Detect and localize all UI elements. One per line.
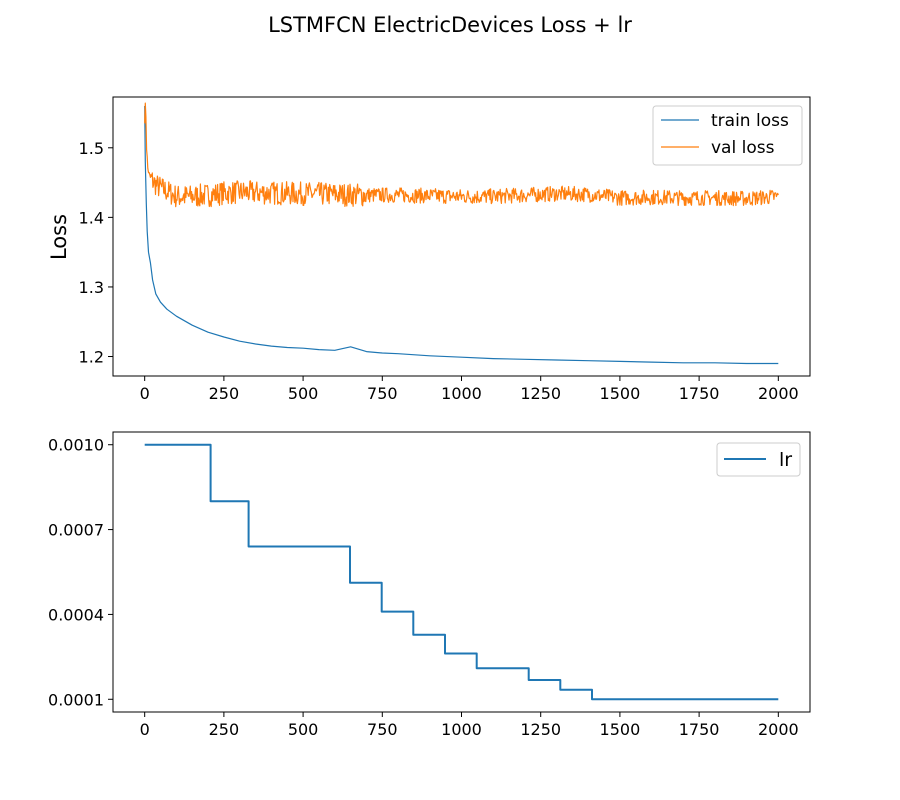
loss-legend-box [652, 105, 803, 166]
lr-x-tick-label: 0 [140, 720, 150, 739]
loss-x-tick-label: 750 [367, 384, 398, 403]
lr-x-tick-label: 500 [288, 720, 319, 739]
loss-y-tick-label: 1.4 [79, 208, 104, 227]
lr-x-axis: 0 250 500 750 1000 1250 1500 1750 2000 [140, 712, 799, 739]
lr-y-axis: 0.0001 0.0004 0.0007 0.0010 [48, 436, 113, 709]
loss-x-tick-label: 250 [209, 384, 240, 403]
lr-series-group [144, 443, 779, 701]
legend-label-train-loss: train loss [711, 111, 789, 131]
series-line-val-loss [144, 102, 779, 208]
loss-y-tick-label: 1.3 [79, 278, 104, 297]
legend-label-val-loss: val loss [711, 138, 775, 158]
lr-x-tick-label: 1500 [600, 720, 641, 739]
lr-x-tick-label: 1000 [441, 720, 482, 739]
lr-y-tick-label: 0.0007 [48, 521, 104, 540]
loss-x-tick-label: 1250 [520, 384, 561, 403]
lr-plot-area [113, 432, 810, 712]
lr-y-tick-label: 0.0001 [48, 690, 104, 709]
loss-y-axis: 1.2 1.3 1.4 1.5 [79, 139, 113, 367]
loss-legend: train loss val loss [652, 105, 803, 166]
series-line-train-loss [144, 105, 779, 365]
loss-axes-frame [112, 96, 811, 377]
loss-y-tick-label: 1.5 [79, 139, 104, 158]
lr-y-tick-label: 0.0004 [48, 605, 104, 624]
lr-x-tick-label: 750 [367, 720, 398, 739]
lr-legend: lr [716, 442, 801, 477]
loss-x-axis: 0 250 500 750 1000 1250 1500 1750 2000 [140, 376, 799, 403]
lr-y-tick-label: 0.0010 [48, 436, 104, 455]
loss-series-group [144, 102, 779, 365]
loss-x-tick-label: 0 [140, 384, 150, 403]
loss-x-tick-label: 1750 [679, 384, 720, 403]
loss-panel: 0 250 500 750 1000 1250 1500 1750 2000 1.2 1.3 1.4… [47, 96, 811, 403]
lr-x-tick-label: 250 [209, 720, 240, 739]
lr-x-tick-label: 1750 [679, 720, 720, 739]
loss-y-tick-label: 1.2 [79, 348, 104, 367]
loss-x-tick-label: 2000 [758, 384, 799, 403]
loss-x-tick-label: 1500 [600, 384, 641, 403]
loss-x-tick-label: 500 [288, 384, 319, 403]
figure-title: LSTMFCN ElectricDevices Loss + lr [268, 13, 632, 37]
lr-panel: 0 250 500 750 1000 1250 1500 1750 2000 0.00010.0… [48, 431, 811, 739]
lr-axes-frame [112, 431, 811, 713]
lr-x-tick-label: 1250 [520, 720, 561, 739]
loss-x-tick-label: 1000 [441, 384, 482, 403]
lr-x-tick-label: 2000 [758, 720, 799, 739]
series-line-lr [144, 443, 779, 701]
loss-y-axis-label: Loss [47, 214, 71, 260]
legend-label-lr: lr [779, 449, 792, 471]
